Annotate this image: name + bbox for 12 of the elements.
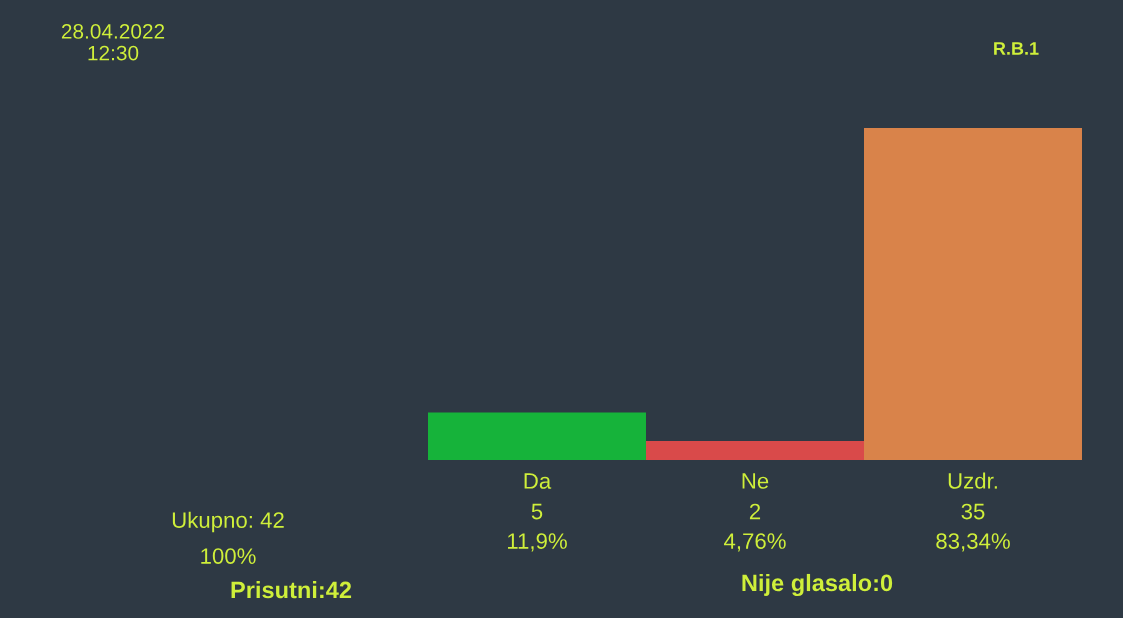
data-label: 35 83,34% [936, 503, 1010, 552]
text: Prisutni:42 [231, 580, 352, 599]
text: Nije glasalo:0 [742, 573, 893, 597]
text: Ukupno: 42 [172, 511, 284, 533]
x-tick-label: Da [524, 473, 552, 489]
x-tick-label: Uzdr. [948, 472, 997, 489]
text: 28.04.2022 12:30 [61, 24, 165, 61]
text: R.B.1 [994, 42, 1039, 55]
x-tick-label: Ne [742, 473, 769, 489]
data-label: 5 11,9% [508, 503, 567, 552]
data-label: 2 4,76% [724, 503, 786, 552]
text: 100% [201, 548, 256, 564]
